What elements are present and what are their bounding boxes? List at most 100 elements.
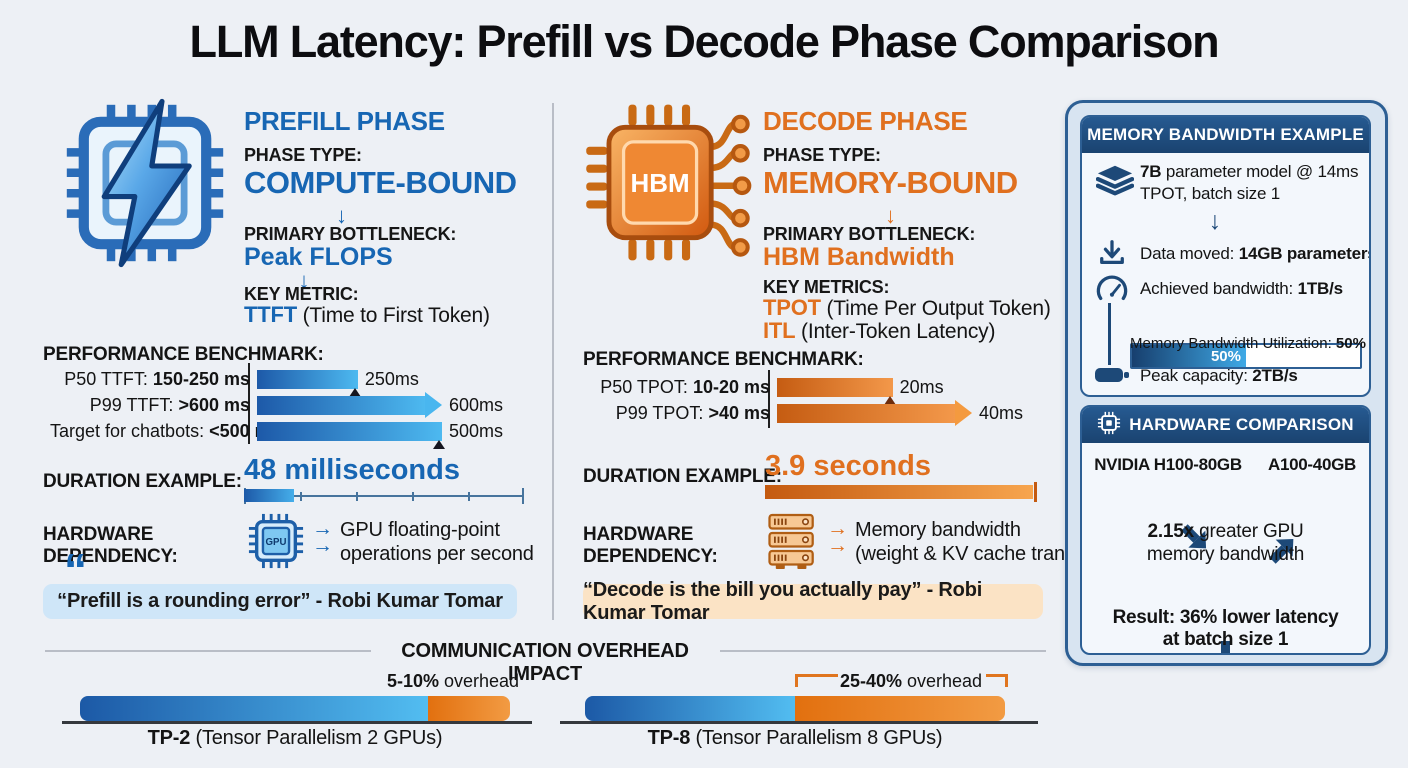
benchmark-metric-label: P99 TTFT: — [89, 394, 179, 415]
utilization-progress-fill: 50% — [1132, 345, 1246, 367]
decode-bottleneck-label: PRIMARY BOTTLENECK: — [763, 224, 976, 244]
benchmark-axis — [768, 370, 770, 428]
prefill-hardware-label: HARDWARE DEPENDENCY: — [43, 524, 178, 568]
decode-duration-bar — [765, 485, 1033, 499]
metric-abbr: TPOT — [763, 295, 821, 320]
tp2-overhead-label: 5-10% overhead — [328, 671, 578, 692]
decode-key-metrics-label: KEY METRICS: — [763, 277, 890, 297]
duration-fill-bar — [244, 489, 295, 502]
page-title: LLM Latency: Prefill vs Decode Phase Com… — [189, 16, 1220, 67]
bandwidth-value: 1TB/s — [1297, 279, 1343, 298]
decode-duration-label: DURATION EXAMPLE: — [583, 466, 782, 487]
decode-benchmark-label: PERFORMANCE BENCHMARK: — [583, 349, 864, 370]
prefill-lightning-chip-icon — [60, 98, 230, 273]
decode-hardware-label: HARDWARE DEPENDENCY: — [583, 524, 718, 568]
benchmark-value: 250ms — [364, 368, 419, 389]
utilization-value: 50% — [1335, 335, 1366, 352]
svg-text:GPU: GPU — [266, 537, 287, 548]
decode-bottleneck-value: HBM Bandwidth — [763, 243, 955, 271]
data-moved-value: 14GB parameters — [1238, 244, 1371, 263]
decode-quote: “Decode is the bill you actually pay” - … — [583, 579, 1043, 624]
hardware-label-line: HARDWARE — [583, 524, 694, 545]
decode-duration-bar-track — [765, 485, 1033, 499]
overhead-text: overhead — [901, 671, 983, 691]
benchmark-metric-range: 150-250 ms — [152, 368, 250, 389]
overhead-pct: 25-40% — [839, 671, 902, 691]
ruler-tick — [412, 492, 414, 501]
right-arrows-icon: → → — [312, 518, 333, 556]
decode-duration-value: 3.9 seconds — [765, 450, 931, 483]
hardware-desc-line: (weight & KV cache transfer) — [855, 543, 1104, 565]
gpu-name-a100: A100-40GB — [1267, 455, 1356, 474]
comparison-factor: 2.15x — [1147, 521, 1194, 542]
benchmark-metric-label: P50 TPOT: — [600, 376, 693, 397]
benchmark-metric-label: P99 TPOT: — [615, 402, 709, 423]
side-panel-container: MEMORY BANDWIDTH EXAMPLE 7B parameter mo… — [1065, 100, 1388, 666]
capacity-value: 2TB/s — [1252, 366, 1298, 385]
tp8-baseline — [560, 721, 1038, 724]
metric-abbr: ITL — [763, 318, 796, 343]
model-desc-line: parameter model @ 14ms — [1161, 162, 1359, 181]
metric-desc: (Inter-Token Latency) — [795, 320, 996, 343]
right-arrow-icon: → — [827, 534, 848, 557]
hardware-desc-line: Memory bandwidth — [855, 519, 1021, 541]
hardware-label-line: DEPENDENCY: — [43, 546, 178, 567]
prefill-phase-type-value: COMPUTE-BOUND — [244, 165, 517, 200]
ruler-tick — [356, 492, 358, 501]
hardware-desc-line: operations per second — [340, 543, 534, 565]
tp2-desc: (Tensor Parallelism 2 GPUs) — [190, 727, 443, 749]
utilization-bar-label: 50% — [1210, 347, 1241, 365]
ruler-tick — [300, 492, 302, 501]
gauge-icon — [1096, 275, 1128, 308]
utilization-progress-bar: 50% — [1130, 343, 1362, 369]
down-fat-arrow-icon — [1221, 641, 1230, 653]
tp8-bar — [585, 696, 1005, 721]
benchmark-bar — [777, 377, 896, 405]
tp2-bar — [80, 696, 510, 721]
tp8-bracket-right — [986, 674, 1008, 687]
tp2-base-segment — [80, 696, 429, 721]
hardware-panel-title: HARDWARE COMPARISON — [1129, 415, 1354, 434]
hbm-chip-icon: HBM — [583, 100, 755, 270]
ruler-tick — [468, 492, 470, 501]
tp8-base-segment — [585, 696, 795, 721]
benchmark-metric-range: 10-20 ms — [692, 376, 770, 397]
benchmark-bar — [777, 403, 955, 423]
arrow-head-icon — [954, 400, 972, 426]
memory-panel-header: MEMORY BANDWIDTH EXAMPLE — [1082, 117, 1369, 153]
benchmark-value: 500ms — [448, 420, 503, 441]
bandwidth-label: Achieved bandwidth: — [1140, 279, 1298, 298]
overhead-text: overhead — [438, 671, 520, 691]
benchmark-value: 600ms — [448, 394, 503, 415]
prefill-phase-title: PREFILL PHASE — [244, 106, 445, 136]
duration-text: 3.9 seconds — [765, 450, 932, 482]
quote-mark-icon: “ — [64, 544, 87, 596]
duration-ruler — [244, 488, 524, 505]
ruler-tick — [522, 488, 524, 504]
benchmark-metric-label: Target for chatbots: — [50, 420, 210, 441]
prefill-duration-value: 48 milliseconds — [244, 454, 460, 487]
prefill-quote: “Prefill is a rounding error” - Robi Kum… — [43, 584, 517, 619]
hardware-label-line: HARDWARE — [43, 524, 154, 545]
data-moved-row: Data moved: 14GB parameters — [1140, 244, 1371, 264]
right-arrows-icon: → → — [827, 517, 848, 557]
benchmark-metric-range: >600 ms — [178, 394, 250, 415]
decode-benchmark-chart: P50 TPOT: 10-20 ms 20ms P99 TPOT: >40 ms… — [590, 374, 1023, 426]
tp2-overhead-segment — [428, 696, 510, 721]
tp8-overhead-label: 25-40% overhead — [838, 671, 984, 692]
benchmark-row: P50 TTFT: 150-250 ms 250ms — [50, 366, 503, 397]
prefill-bottleneck-value: Peak FLOPS — [244, 243, 393, 271]
connector-line — [1108, 303, 1111, 365]
battery-icon — [1094, 365, 1130, 390]
svg-text:HBM: HBM — [631, 168, 690, 198]
tp8-name: TP-8 — [647, 727, 691, 749]
benchmark-metric-label: P50 TTFT: — [64, 368, 153, 389]
decode-phase-type-value: MEMORY-BOUND — [763, 165, 1018, 200]
right-arrow-icon: → — [827, 517, 848, 540]
benchmark-row: Target for chatbots: <500 ms 500ms — [50, 418, 503, 449]
benchmark-row: P50 TPOT: 10-20 ms 20ms — [590, 374, 1023, 405]
down-arrow-icon: ↓ — [1208, 207, 1222, 235]
section-divider-right — [720, 650, 1046, 652]
overhead-pct: 5-10% — [386, 671, 439, 691]
benchmark-axis — [248, 363, 250, 444]
